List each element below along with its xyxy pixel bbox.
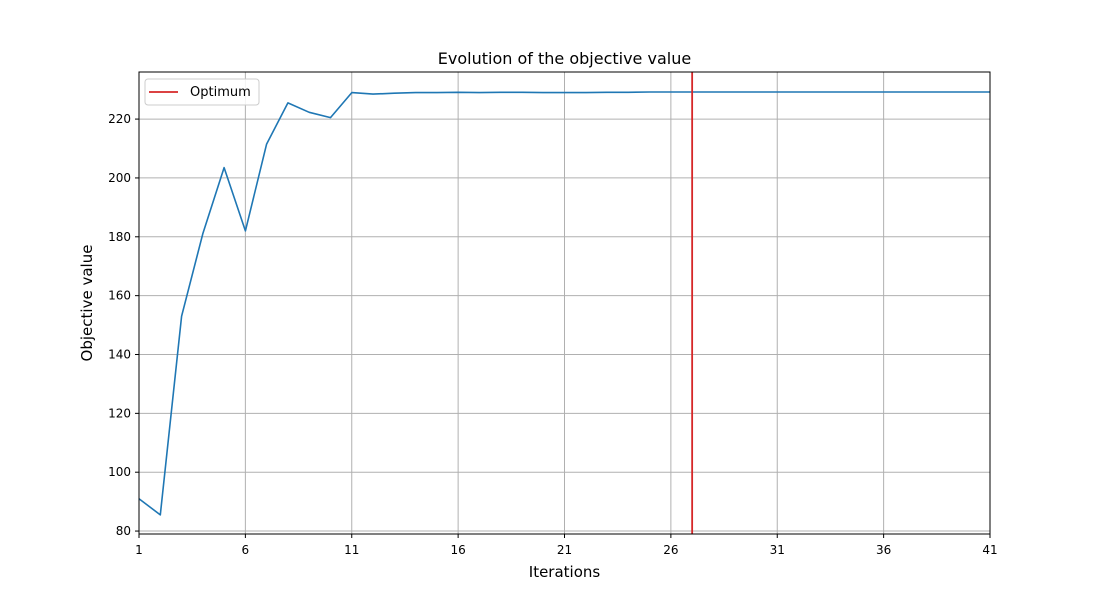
x-axis-label: Iterations: [529, 563, 601, 581]
y-tick-label: 120: [108, 406, 131, 420]
y-tick-label: 80: [116, 524, 131, 538]
x-tick-label: 21: [557, 543, 572, 557]
legend-entry-label: Optimum: [190, 85, 251, 100]
y-axis-label: Objective value: [78, 245, 96, 362]
x-tick-label: 6: [242, 543, 250, 557]
grid: [138, 72, 991, 534]
x-tick-label: 31: [770, 543, 785, 557]
y-tick-label: 100: [108, 465, 131, 479]
objective-series-line: [138, 91, 990, 516]
y-tick-label: 220: [108, 112, 131, 126]
x-tick-label: 1: [135, 543, 143, 557]
legend: Optimum: [144, 78, 260, 106]
x-tick-label: 36: [876, 543, 891, 557]
y-tick-label: 180: [108, 230, 131, 244]
x-tick-label: 26: [663, 543, 678, 557]
y-tick-label: 140: [108, 347, 131, 361]
plot-area: [138, 72, 990, 534]
y-tick-label: 160: [108, 289, 131, 303]
y-tick-label: 200: [108, 171, 131, 185]
chart-title: Evolution of the objective value: [438, 49, 691, 68]
x-tick-label: 11: [344, 543, 359, 557]
x-tick-label: 16: [450, 543, 465, 557]
legend-box: [144, 78, 260, 106]
plot-frame: [138, 71, 991, 535]
x-tick-label: 41: [982, 543, 997, 557]
